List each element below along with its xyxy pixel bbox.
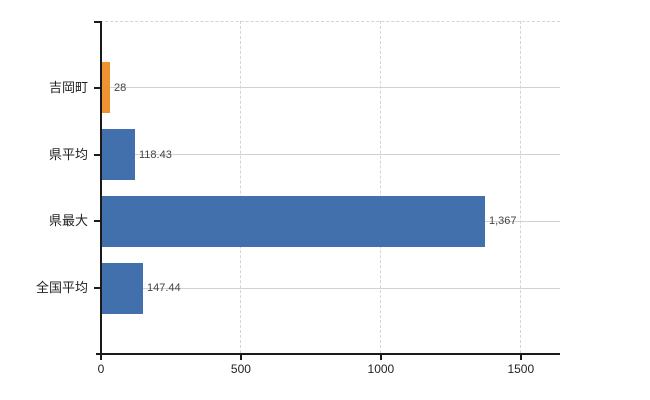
x-axis-line	[96, 353, 560, 355]
bar-県最大	[102, 196, 485, 247]
y-axis-tick	[94, 86, 100, 89]
bar-value-label: 28	[114, 82, 127, 94]
x-axis-tick-label: 1500	[507, 362, 535, 376]
bar-県平均	[102, 129, 135, 180]
bar-value-label: 118.43	[139, 149, 172, 161]
y-axis-line	[100, 21, 102, 360]
bar-value-label: 147.44	[147, 282, 181, 294]
x-axis-tick-label: 1000	[367, 362, 395, 376]
y-axis-top-tick	[94, 21, 100, 23]
x-axis-tick-label: 500	[230, 362, 251, 376]
x-axis-tick	[519, 355, 522, 360]
category-label-県最大: 県最大	[48, 213, 88, 228]
x-axis-tick	[379, 355, 382, 360]
y-axis-tick	[94, 220, 100, 223]
y-gridline	[101, 87, 560, 89]
y-axis-tick	[94, 153, 100, 156]
y-gridline	[101, 154, 560, 155]
x-gridline	[380, 21, 382, 353]
bar-吉岡町	[102, 62, 110, 113]
x-gridline	[240, 21, 242, 353]
plot-top-border	[100, 21, 560, 22]
category-label-県平均: 県平均	[48, 147, 88, 162]
bar-全国平均	[102, 263, 143, 314]
y-axis-tick	[94, 287, 100, 289]
x-axis-tick	[239, 355, 242, 360]
bar-value-label: 1,367	[489, 215, 517, 227]
category-label-全国平均: 全国平均	[35, 280, 88, 295]
category-label-吉岡町: 吉岡町	[48, 80, 88, 95]
x-gridline	[520, 21, 522, 353]
y-gridline	[101, 287, 560, 289]
x-axis-tick-label: 0	[97, 362, 105, 376]
